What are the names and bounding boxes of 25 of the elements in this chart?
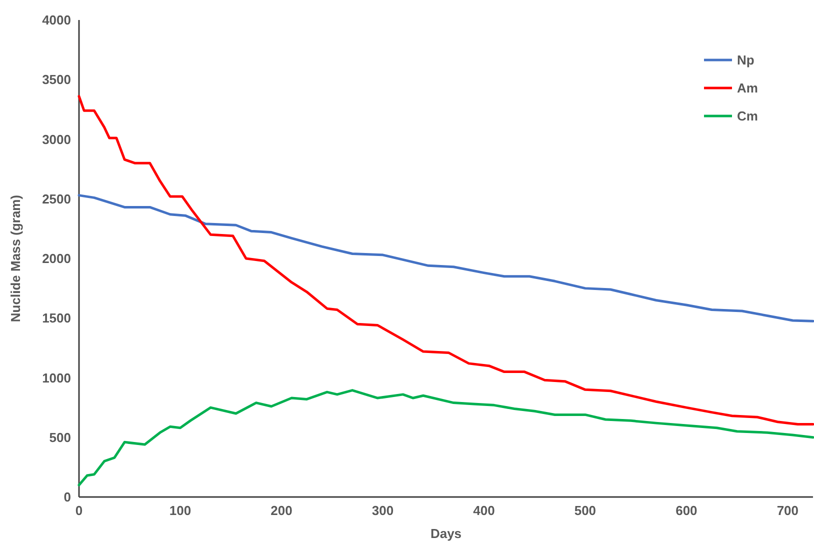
line-series [78,194,814,322]
x-tick-label: 300 [372,503,394,518]
y-tick-label: 500 [49,430,71,445]
line-series [78,389,814,486]
y-tick-label: 2000 [42,251,71,266]
y-tick-label: 4000 [42,12,71,28]
x-tick-label: 0 [75,503,83,518]
y-tick-label: 0 [64,490,71,505]
y-tick-label: 3500 [42,72,71,88]
y-tick-label: 3000 [42,132,71,147]
legend-label: Am [737,80,758,96]
y-tick-label: 1500 [42,310,71,326]
x-tick-label: 600 [676,503,698,518]
x-tick-label: 200 [270,503,292,518]
x-tick-label: 400 [473,503,495,518]
y-tick-label: 2500 [42,191,71,206]
x-tick-label: 100 [169,503,192,518]
x-tick-label: 700 [776,503,799,518]
line-series [78,95,814,426]
y-tick-label: 1000 [42,370,71,386]
x-tick-label: 500 [574,503,596,518]
x-axis-title: Days [430,526,462,541]
legend-label: Cm [737,108,758,124]
y-axis-title: Nuclide Mass (gram) [8,194,23,322]
legend-label: Np [737,52,754,68]
